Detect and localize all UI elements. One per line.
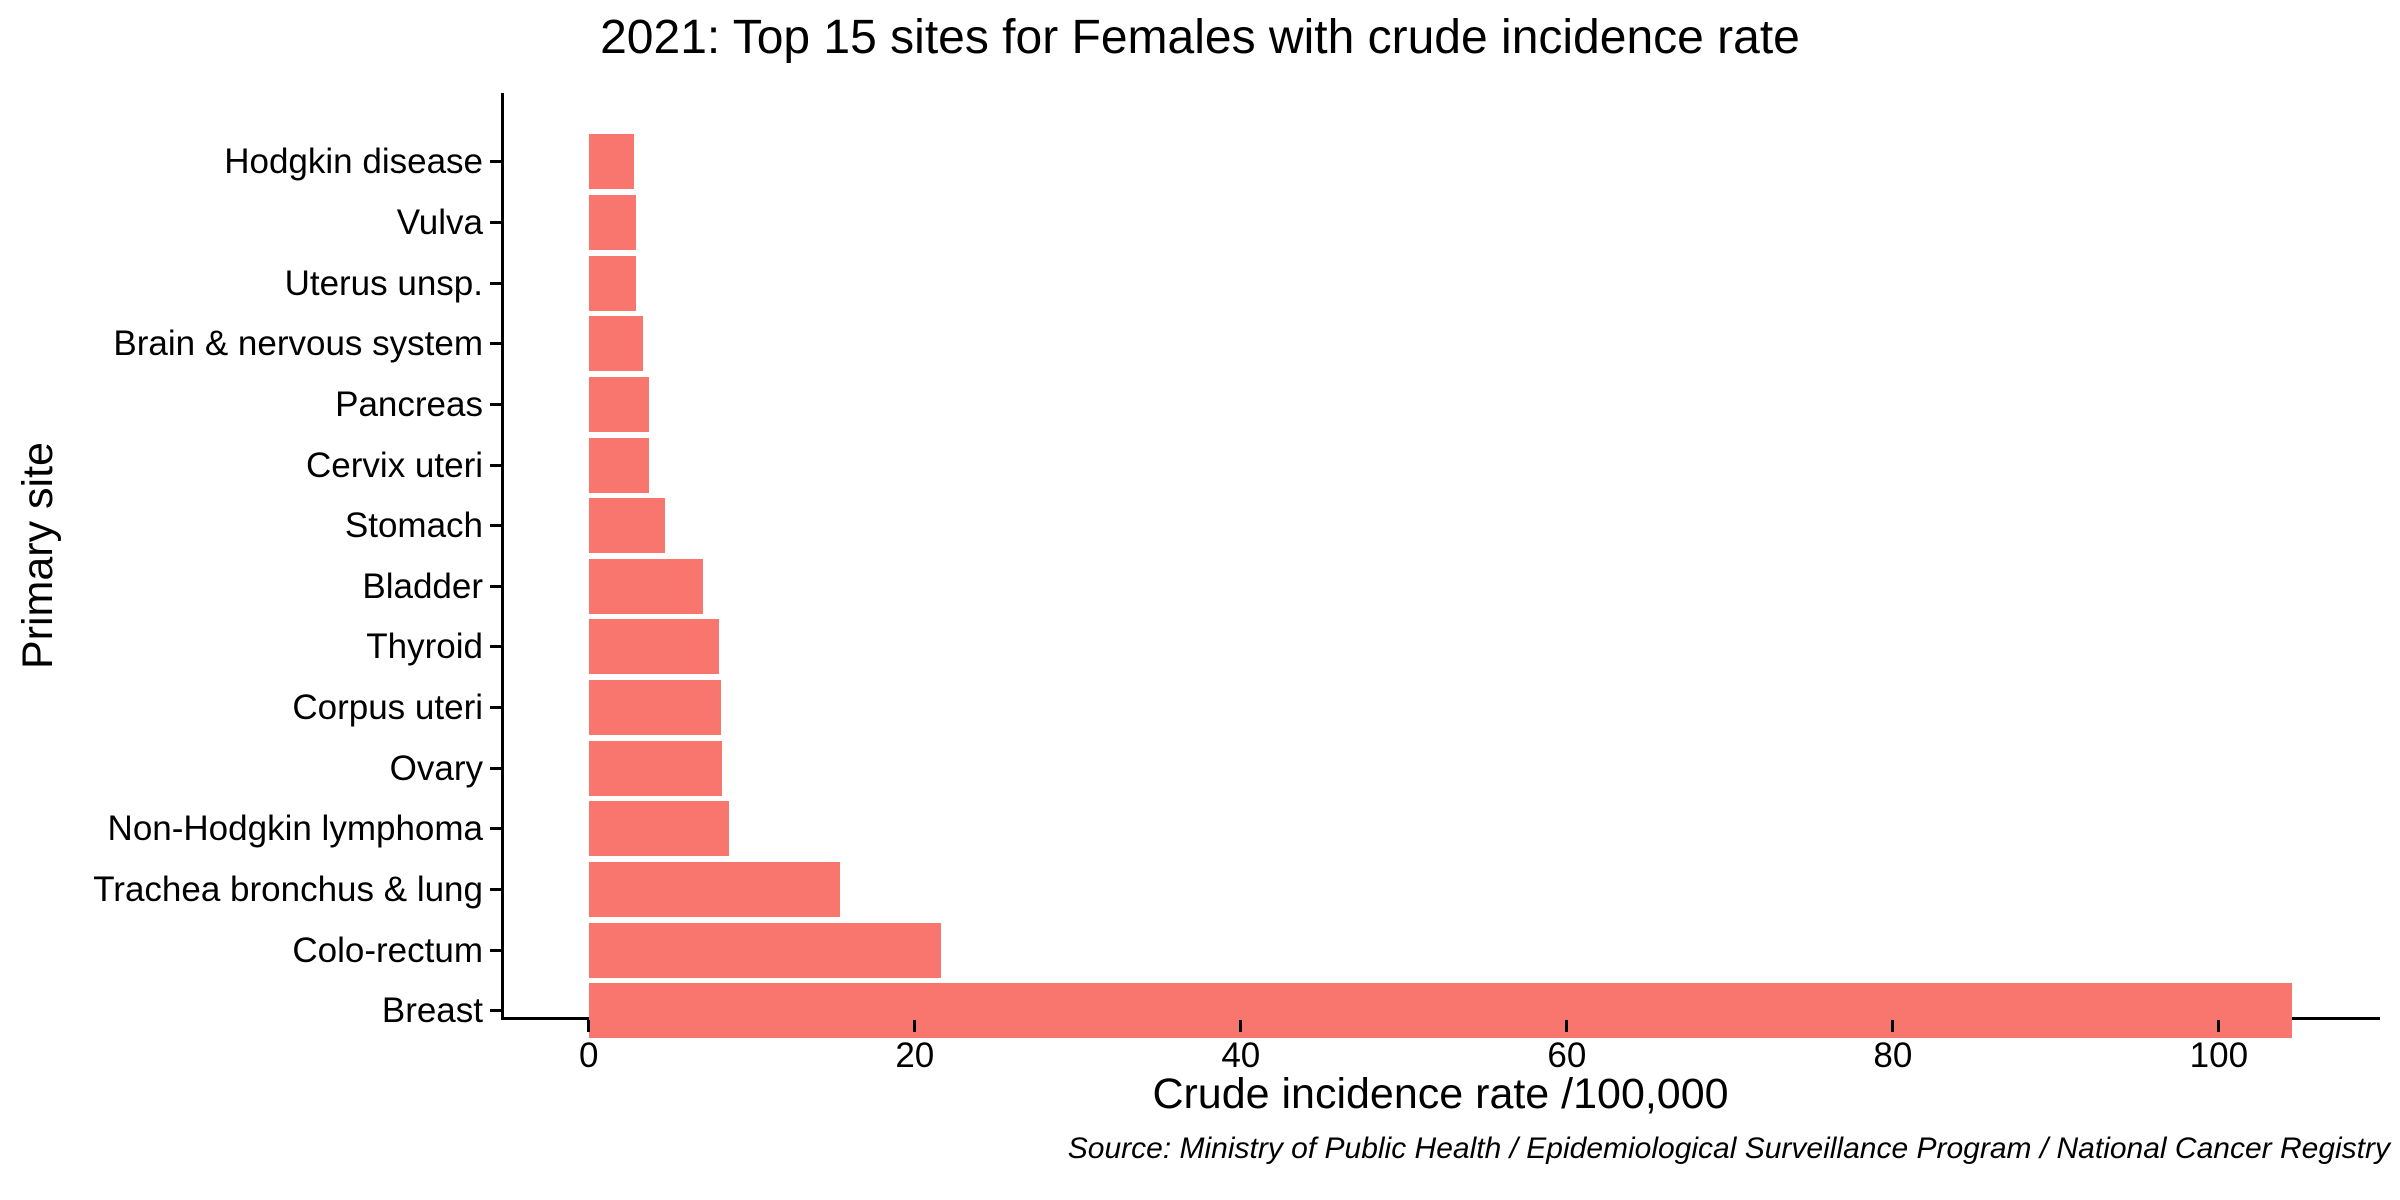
bar bbox=[588, 376, 650, 432]
x-axis-tick-label: 0 bbox=[579, 1036, 599, 1075]
source-caption: Source: Ministry of Public Health / Epid… bbox=[1067, 1132, 2390, 1165]
y-axis-tick-label: Vulva bbox=[396, 202, 483, 242]
x-axis-tick-label: 60 bbox=[1547, 1036, 1587, 1075]
bar bbox=[588, 801, 729, 857]
y-axis-tick-label: Thyroid bbox=[366, 627, 483, 667]
y-axis-tick-label: Breast bbox=[381, 991, 483, 1031]
y-axis-tick bbox=[490, 584, 502, 588]
y-axis-tick bbox=[490, 706, 502, 710]
bar bbox=[588, 983, 2293, 1039]
y-axis-tick-label: Corpus uteri bbox=[292, 688, 483, 728]
y-axis-tick-label: Pancreas bbox=[335, 384, 483, 424]
y-axis-tick bbox=[490, 281, 502, 285]
bar bbox=[588, 437, 650, 493]
y-axis-tick-label: Bladder bbox=[362, 566, 483, 606]
bar bbox=[588, 680, 721, 736]
bar bbox=[588, 134, 635, 190]
y-axis-tick-label: Uterus unsp. bbox=[284, 263, 483, 303]
x-axis-tick bbox=[2217, 1020, 2221, 1032]
y-axis-tick-label: Hodgkin disease bbox=[224, 142, 483, 182]
bar bbox=[588, 619, 720, 675]
bar bbox=[588, 194, 637, 250]
y-axis-line bbox=[501, 93, 504, 1020]
x-axis-tick-label: 40 bbox=[1221, 1036, 1261, 1075]
y-axis-tick-label: Cervix uteri bbox=[306, 445, 483, 485]
y-axis-tick-label: Stomach bbox=[344, 506, 483, 546]
bar bbox=[588, 316, 643, 372]
bar bbox=[588, 740, 723, 796]
x-axis-tick bbox=[587, 1020, 591, 1032]
y-axis-tick-label: Ovary bbox=[389, 748, 483, 788]
y-axis-tick bbox=[490, 827, 502, 831]
y-axis-tick bbox=[490, 402, 502, 406]
bar bbox=[588, 922, 941, 978]
chart-title: 2021: Top 15 sites for Females with crud… bbox=[600, 11, 1800, 64]
x-axis-tick bbox=[1565, 1020, 1569, 1032]
x-axis-tick-label: 100 bbox=[2189, 1036, 2249, 1075]
bar bbox=[588, 862, 840, 918]
x-axis-tick-label: 80 bbox=[1873, 1036, 1913, 1075]
y-axis-tick bbox=[490, 342, 502, 346]
bar bbox=[588, 255, 637, 311]
y-axis-tick bbox=[490, 948, 502, 952]
y-axis-tick-label: Trachea bronchus & lung bbox=[93, 870, 483, 910]
y-axis-tick-label: Brain & nervous system bbox=[113, 324, 483, 364]
x-axis-tick bbox=[1239, 1020, 1243, 1032]
bar bbox=[588, 558, 703, 614]
y-axis-tick bbox=[490, 463, 502, 467]
y-axis-tick bbox=[490, 220, 502, 224]
y-axis-tick-label: Non-Hodgkin lymphoma bbox=[107, 809, 483, 849]
y-axis-tick bbox=[490, 524, 502, 528]
y-axis-tick bbox=[490, 766, 502, 770]
bar bbox=[588, 498, 666, 554]
x-axis-tick bbox=[913, 1020, 917, 1032]
x-axis-title: Crude incidence rate /100,000 bbox=[1152, 1070, 1729, 1118]
x-axis-tick-label: 20 bbox=[895, 1036, 935, 1075]
y-axis-tick bbox=[490, 888, 502, 892]
y-axis-tick-label: Colo-rectum bbox=[292, 930, 483, 970]
y-axis-tick bbox=[490, 645, 502, 649]
x-axis-tick bbox=[1891, 1020, 1895, 1032]
y-axis-tick bbox=[490, 1009, 502, 1013]
y-axis-tick bbox=[490, 160, 502, 164]
